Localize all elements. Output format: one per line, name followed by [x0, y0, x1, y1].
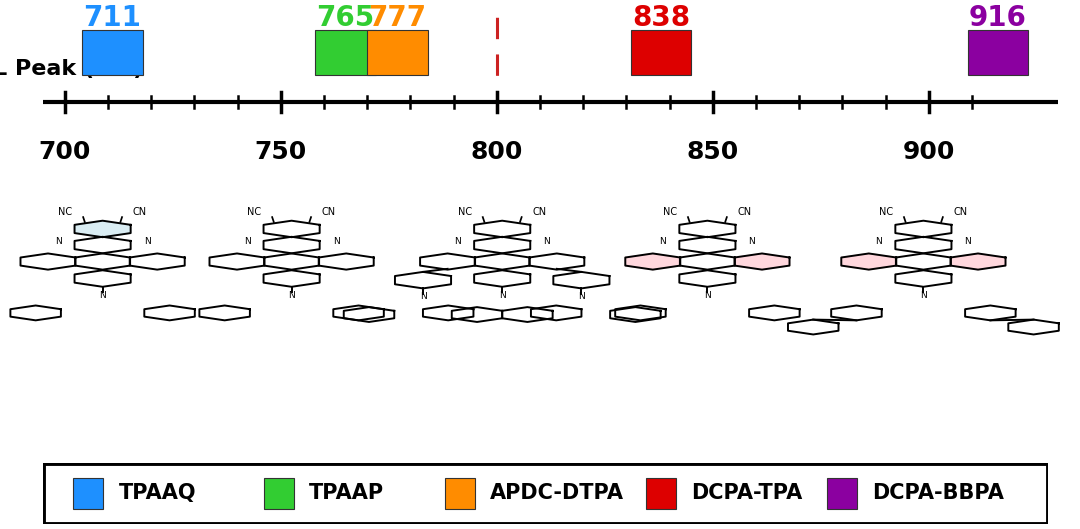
Bar	[826, 478, 856, 508]
Text: 850: 850	[687, 140, 739, 164]
Text: N: N	[704, 290, 711, 299]
Text: CN: CN	[322, 206, 336, 216]
Bar	[73, 478, 104, 508]
Text: APDC-DTPA: APDC-DTPA	[490, 484, 624, 503]
Text: N: N	[420, 292, 427, 301]
Text: N: N	[499, 290, 505, 299]
Bar	[968, 30, 1028, 75]
Text: N: N	[244, 237, 251, 246]
Text: 750: 750	[255, 140, 307, 164]
Text: NC: NC	[247, 206, 261, 216]
Text: 700: 700	[39, 140, 91, 164]
Text: EL Peak (nm): EL Peak (nm)	[0, 59, 144, 79]
Polygon shape	[625, 253, 680, 270]
Text: NC: NC	[879, 206, 893, 216]
Bar	[265, 478, 294, 508]
Bar	[646, 478, 676, 508]
Text: CN: CN	[738, 206, 752, 216]
Text: 800: 800	[471, 140, 523, 164]
Text: CN: CN	[532, 206, 546, 216]
Text: TPAAP: TPAAP	[309, 484, 384, 503]
Text: N: N	[964, 237, 971, 246]
Text: TPAAQ: TPAAQ	[119, 484, 197, 503]
Text: 777: 777	[368, 4, 427, 32]
Polygon shape	[734, 253, 789, 270]
Text: 711: 711	[83, 4, 141, 32]
Bar	[82, 30, 143, 75]
Text: N: N	[455, 237, 461, 246]
Bar	[445, 478, 475, 508]
Text: DCPA-TPA: DCPA-TPA	[691, 484, 802, 503]
Text: 765: 765	[316, 4, 375, 32]
Text: N: N	[660, 237, 666, 246]
Text: N: N	[876, 237, 882, 246]
Text: N: N	[99, 290, 106, 299]
Text: N: N	[333, 237, 339, 246]
Polygon shape	[75, 221, 131, 237]
Text: 900: 900	[903, 140, 955, 164]
Text: N: N	[748, 237, 755, 246]
Text: N: N	[144, 237, 150, 246]
Text: 838: 838	[632, 4, 690, 32]
Text: NC: NC	[58, 206, 72, 216]
Text: N: N	[55, 237, 62, 246]
Bar	[367, 30, 428, 75]
Bar	[315, 30, 376, 75]
Text: N: N	[543, 237, 550, 246]
Text: 916: 916	[969, 4, 1027, 32]
Text: CN: CN	[954, 206, 968, 216]
Polygon shape	[841, 253, 896, 270]
Text: N: N	[920, 290, 927, 299]
Text: CN: CN	[133, 206, 147, 216]
Text: N: N	[288, 290, 295, 299]
Text: DCPA-BBPA: DCPA-BBPA	[872, 484, 1003, 503]
Text: N: N	[578, 292, 584, 301]
Text: NC: NC	[663, 206, 677, 216]
Text: NC: NC	[458, 206, 472, 216]
Bar	[631, 30, 691, 75]
Polygon shape	[950, 253, 1005, 270]
